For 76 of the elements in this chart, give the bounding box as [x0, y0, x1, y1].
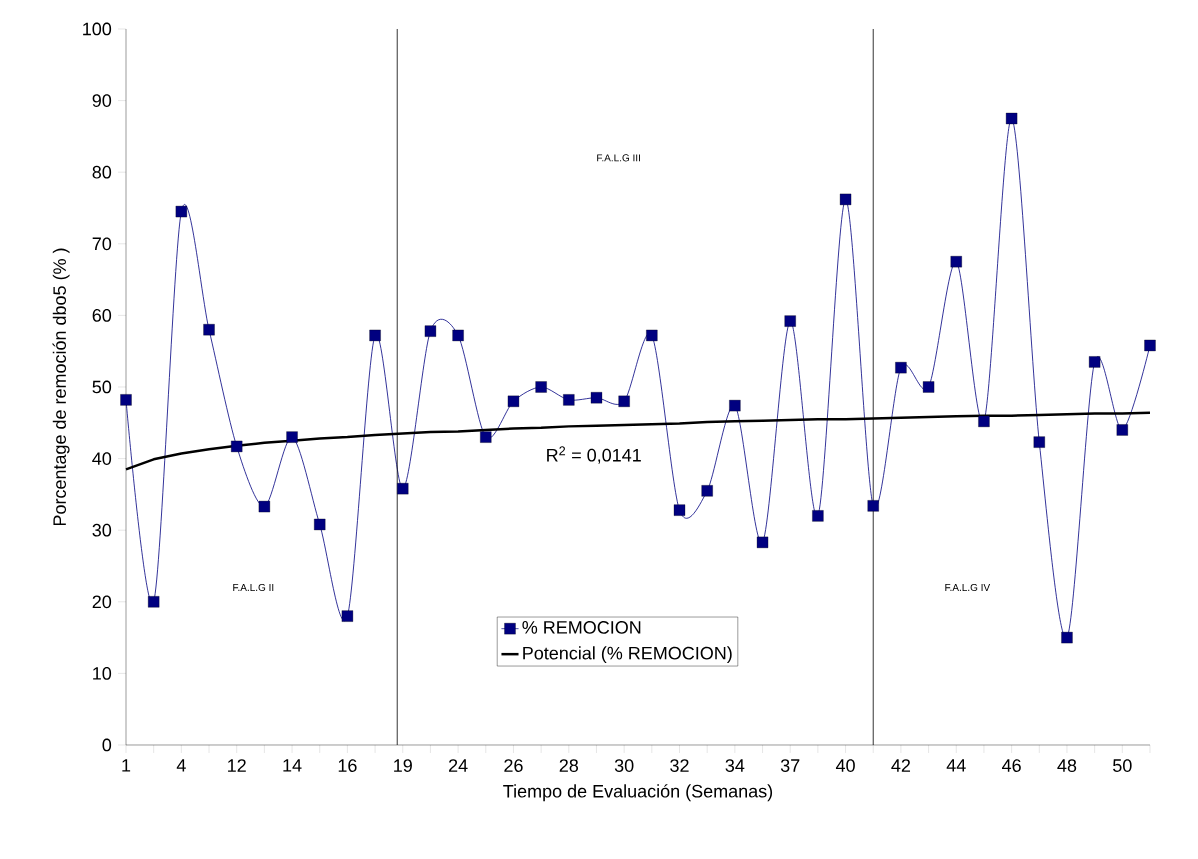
- y-tick-label: 40: [92, 452, 112, 465]
- x-tick-label: 44: [946, 759, 966, 772]
- x-tick-label: 30: [614, 759, 634, 772]
- point: [646, 329, 658, 342]
- annotation: F.A.L.G II: [233, 583, 274, 592]
- point: [784, 315, 796, 327]
- point: [507, 395, 520, 407]
- point: [148, 596, 160, 608]
- point: [424, 325, 437, 337]
- legend-label: Potencial (% REMOCION): [523, 646, 732, 664]
- point: [341, 610, 354, 622]
- y-tick-label: 30: [92, 523, 112, 537]
- point: [1116, 424, 1128, 436]
- x-tick-label: 24: [449, 759, 468, 772]
- x-tick-label: 34: [725, 759, 745, 772]
- y-tick-label: 60: [92, 309, 112, 322]
- point: [867, 500, 879, 512]
- point: [452, 329, 464, 342]
- point: [922, 381, 935, 393]
- x-tick-label: 28: [559, 759, 579, 772]
- point: [1033, 436, 1045, 448]
- x-tick-label: 40: [835, 759, 855, 772]
- point: [175, 205, 187, 218]
- x-tick-label: 37: [780, 759, 800, 772]
- x-tick-label: 19: [394, 759, 412, 772]
- x-tick-label: 48: [1057, 759, 1077, 772]
- x-tick-label: 1: [122, 759, 131, 772]
- annotation: F.A.L.G IV: [945, 583, 991, 592]
- y-tick-label: 80: [92, 165, 112, 179]
- annotation: F.A.L.G III: [597, 154, 640, 162]
- x-tick-label: 4: [176, 759, 186, 772]
- point: [286, 431, 298, 443]
- point: [812, 510, 824, 522]
- point: [978, 415, 990, 428]
- point: [203, 324, 215, 336]
- x-tick-label: 14: [283, 759, 302, 772]
- point: [673, 504, 686, 516]
- x-tick-label: 42: [891, 759, 911, 772]
- y-tick-label: 20: [92, 595, 112, 609]
- y-tick-label: 0: [102, 738, 112, 752]
- point: [895, 362, 907, 374]
- point: [1144, 339, 1156, 352]
- x-axis-title: Tiempo de Evaluación (Semanas): [503, 784, 773, 802]
- point: [258, 500, 271, 513]
- point: [950, 256, 962, 268]
- point: [618, 395, 630, 407]
- y-tick-label: 10: [93, 667, 112, 680]
- point: [1061, 631, 1073, 644]
- point: [839, 193, 852, 206]
- y-tick-label: 100: [83, 22, 112, 36]
- x-tick-label: 26: [504, 759, 523, 772]
- point: [397, 483, 409, 495]
- point: [480, 431, 492, 443]
- point: [729, 399, 741, 412]
- x-tick-label: 16: [338, 759, 357, 772]
- legend-label: % REMOCION: [522, 621, 641, 634]
- y-tick-label: 70: [92, 237, 112, 251]
- x-tick-label: 12: [228, 759, 246, 772]
- point: [590, 392, 603, 404]
- point: [563, 394, 575, 406]
- annotation: R$^{2}$ = 0,0141: [547, 446, 641, 464]
- point: [120, 394, 132, 406]
- point: [369, 329, 381, 342]
- x-tick-label: 32: [670, 759, 689, 772]
- point: [1088, 356, 1101, 368]
- point: [701, 485, 713, 497]
- point: [314, 518, 326, 531]
- x-tick-label: 50: [1113, 759, 1132, 772]
- y-tick-label: 50: [92, 380, 112, 394]
- point: [756, 536, 769, 549]
- y-tick-label: 90: [92, 94, 112, 107]
- x-tick-label: 46: [1002, 759, 1021, 772]
- point: [231, 440, 243, 453]
- point: [1005, 112, 1018, 125]
- point: [535, 381, 547, 393]
- y-axis-title: Porcentage de remoción dbo5 (% ): [52, 248, 70, 526]
